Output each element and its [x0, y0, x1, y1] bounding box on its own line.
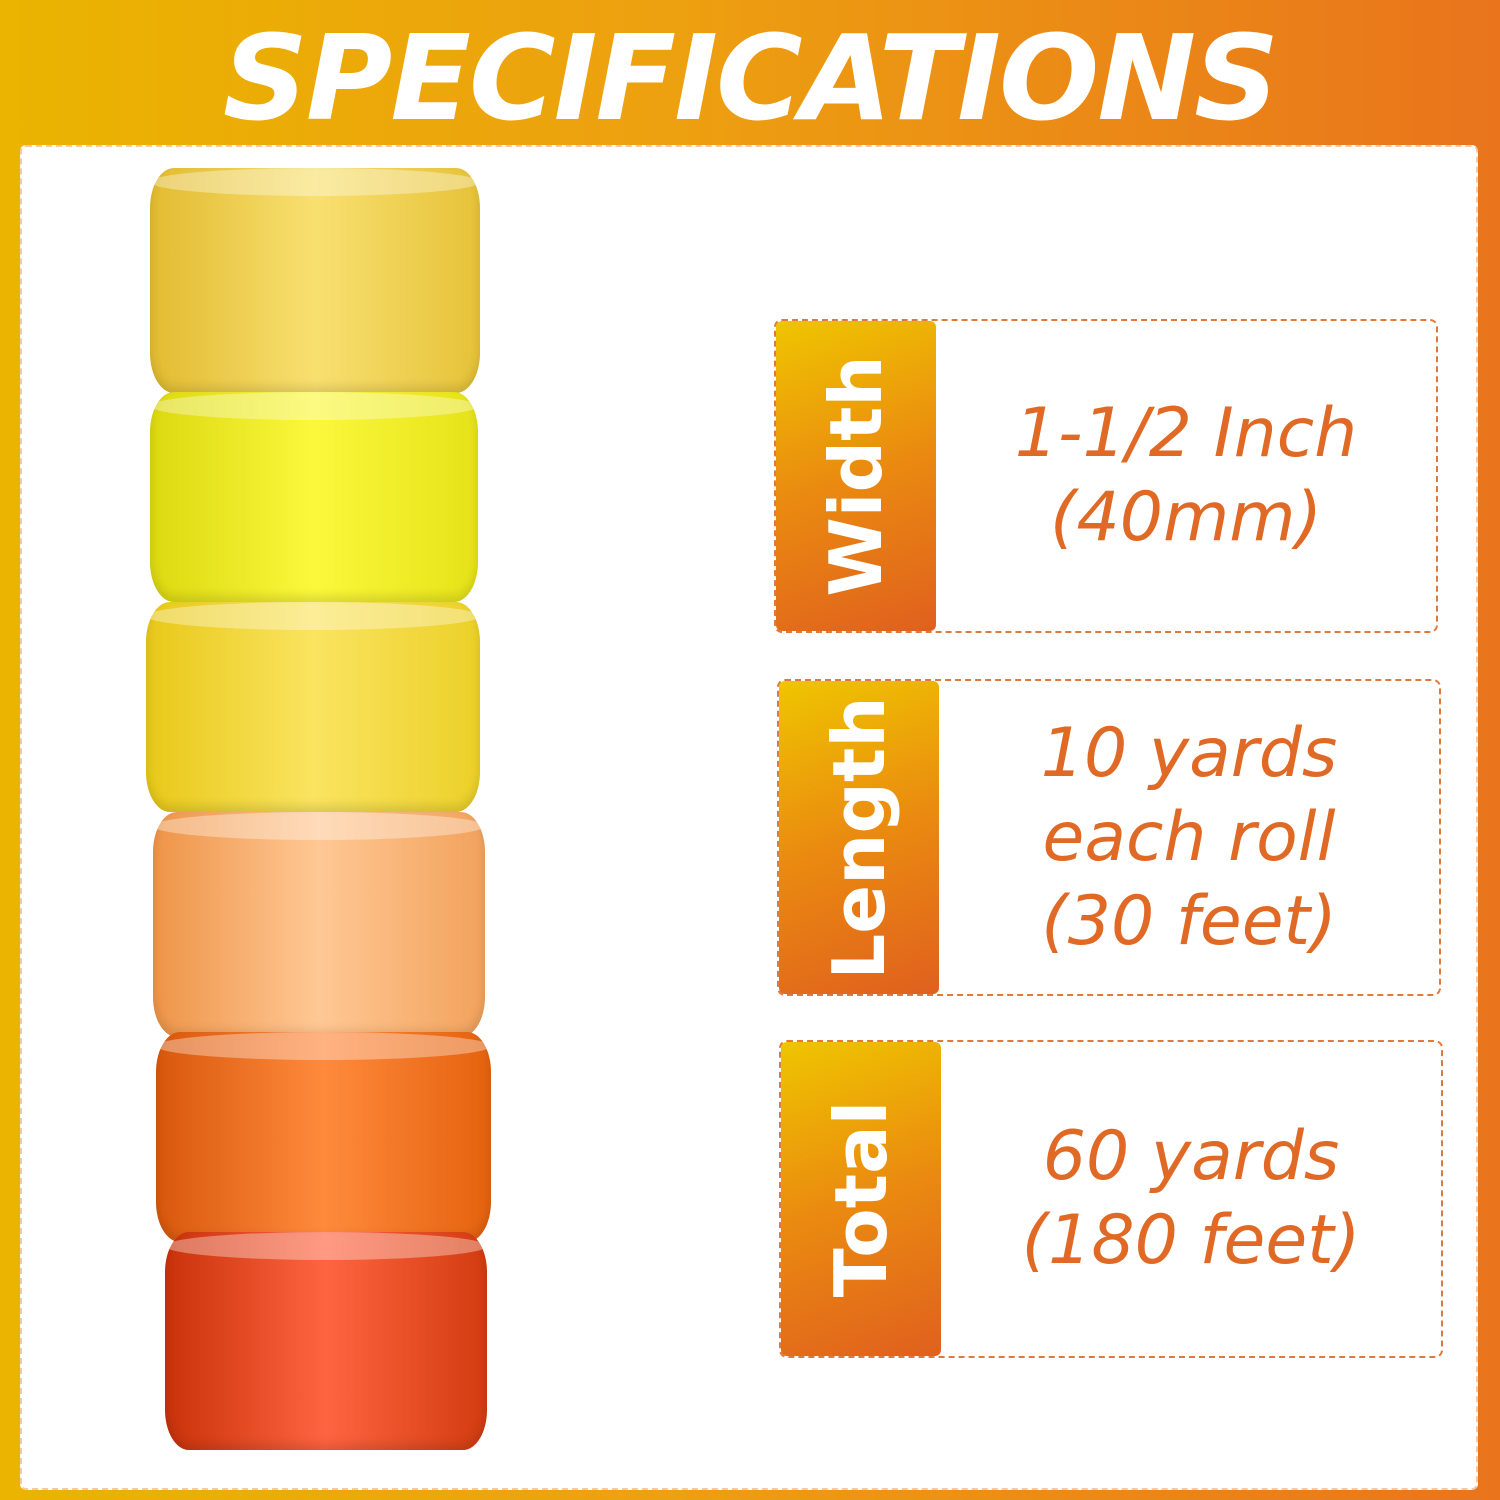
- ribbon-roll: [153, 812, 485, 1037]
- spec-width: Width 1-1/2 Inch (40mm): [774, 319, 1438, 633]
- spec-value-line: (40mm): [1049, 478, 1323, 557]
- spec-label: Length: [817, 695, 901, 980]
- spec-value-line: 60 yards: [1042, 1117, 1340, 1196]
- spec-value-line: (180 feet): [1021, 1201, 1361, 1280]
- spec-length: Length 10 yards each roll (30 feet): [777, 679, 1441, 996]
- ribbon-roll: [150, 168, 480, 393]
- ribbon-roll: [156, 1032, 491, 1242]
- ribbon-roll: [146, 602, 480, 812]
- ribbon-roll: [165, 1232, 487, 1450]
- spec-label: Total: [819, 1100, 903, 1298]
- spec-value-line: (30 feet): [1041, 881, 1337, 961]
- spec-value-line: 1-1/2 Inch: [1014, 394, 1358, 473]
- spec-value-line: each roll: [1042, 797, 1336, 877]
- page-title: SPECIFICATIONS: [222, 9, 1279, 147]
- spec-value-line: 10 yards: [1040, 713, 1338, 793]
- ribbon-roll: [150, 392, 478, 602]
- spec-label: Width: [814, 355, 898, 597]
- spec-total: Total 60 yards (180 feet): [779, 1040, 1443, 1358]
